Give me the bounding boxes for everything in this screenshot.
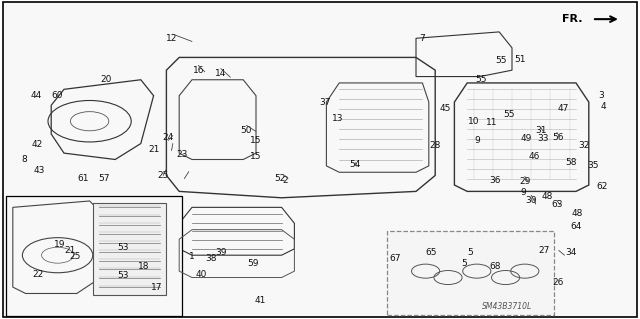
Text: 49: 49 (520, 134, 532, 143)
Text: 67: 67 (390, 254, 401, 263)
Text: 9: 9 (521, 189, 526, 197)
Text: 39: 39 (215, 248, 227, 256)
Text: 65: 65 (425, 248, 436, 256)
Text: 2: 2 (282, 176, 287, 185)
Text: 55: 55 (476, 75, 487, 84)
Text: 21: 21 (65, 246, 76, 255)
Text: 59: 59 (247, 259, 259, 268)
Text: 51: 51 (514, 55, 525, 63)
Text: 23: 23 (177, 150, 188, 159)
Text: 7: 7 (420, 34, 425, 43)
Text: 15: 15 (250, 152, 262, 161)
Text: 58: 58 (566, 158, 577, 167)
Text: 43: 43 (34, 166, 45, 175)
Text: 44: 44 (31, 91, 42, 100)
FancyBboxPatch shape (387, 231, 554, 315)
Text: 5: 5 (468, 248, 473, 256)
Text: 60: 60 (52, 91, 63, 100)
Text: 8: 8 (22, 155, 27, 164)
Text: 68: 68 (490, 262, 501, 271)
Text: 53: 53 (118, 243, 129, 252)
Text: 41: 41 (255, 296, 266, 305)
Text: 5: 5 (461, 259, 467, 268)
Text: 9: 9 (474, 136, 479, 145)
Text: 31: 31 (535, 126, 547, 135)
Text: 19: 19 (54, 240, 65, 249)
Text: 48: 48 (572, 209, 583, 218)
Text: 42: 42 (31, 140, 43, 149)
Text: 53: 53 (118, 271, 129, 280)
Text: 36: 36 (489, 176, 500, 185)
FancyBboxPatch shape (3, 2, 637, 317)
Text: 33: 33 (537, 134, 548, 143)
Text: 10: 10 (468, 117, 479, 126)
Text: 38: 38 (205, 254, 217, 263)
Text: 14: 14 (215, 69, 227, 78)
Text: 34: 34 (565, 248, 577, 256)
Text: 61: 61 (77, 174, 89, 183)
Text: 12: 12 (166, 34, 177, 43)
Text: 29: 29 (519, 177, 531, 186)
Text: 15: 15 (250, 136, 262, 145)
Text: FR.: FR. (562, 13, 582, 24)
Text: 27: 27 (538, 246, 550, 255)
Text: 25: 25 (157, 171, 169, 180)
Text: 45: 45 (439, 104, 451, 113)
Text: 55: 55 (503, 110, 515, 119)
Text: 35: 35 (588, 161, 599, 170)
Text: 25: 25 (69, 252, 81, 261)
Text: 18: 18 (138, 262, 150, 271)
Text: 37: 37 (319, 98, 331, 107)
Text: 32: 32 (578, 141, 589, 150)
Text: 64: 64 (570, 222, 582, 231)
Text: 55: 55 (495, 56, 507, 65)
Text: SM43B3710L: SM43B3710L (483, 302, 532, 311)
Text: 17: 17 (151, 283, 163, 292)
FancyBboxPatch shape (6, 196, 182, 316)
Text: 11: 11 (486, 118, 497, 127)
Text: 3: 3 (599, 91, 604, 100)
Text: 63: 63 (551, 200, 563, 209)
Text: 21: 21 (148, 145, 159, 154)
Text: 47: 47 (557, 104, 569, 113)
Text: 62: 62 (596, 182, 607, 191)
Text: 48: 48 (541, 192, 553, 201)
Text: 50: 50 (241, 126, 252, 135)
Text: 4: 4 (600, 102, 605, 111)
Text: 52: 52 (275, 174, 286, 183)
Text: 22: 22 (33, 270, 44, 279)
Text: 24: 24 (163, 133, 174, 142)
Text: 16: 16 (193, 66, 204, 75)
Text: 1: 1 (189, 252, 195, 261)
Text: 56: 56 (552, 133, 564, 142)
Text: 54: 54 (349, 160, 361, 169)
Text: 30: 30 (525, 197, 537, 205)
FancyBboxPatch shape (93, 203, 166, 295)
Text: 46: 46 (529, 152, 540, 161)
Text: 57: 57 (98, 174, 109, 182)
Text: 40: 40 (196, 270, 207, 279)
Text: 13: 13 (332, 114, 343, 122)
Text: 28: 28 (429, 141, 441, 150)
Text: 26: 26 (552, 278, 564, 287)
Text: 20: 20 (100, 75, 111, 84)
